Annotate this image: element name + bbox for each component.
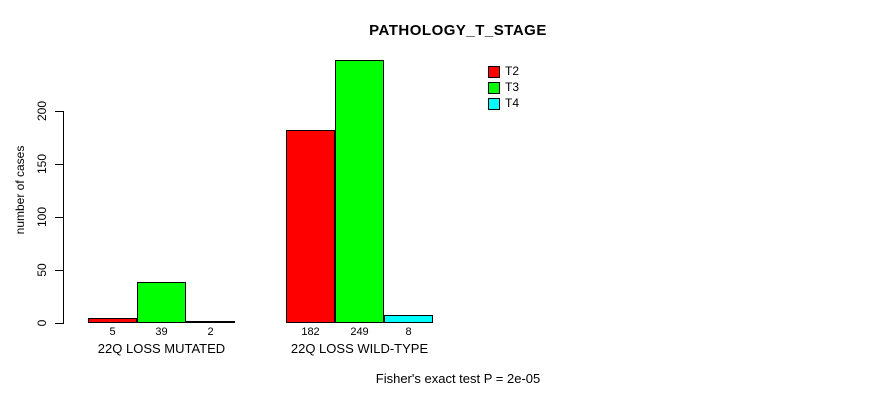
y-axis-line [63,111,64,324]
bar-value-label: 249 [350,326,369,338]
chart-title: PATHOLOGY_T_STAGE [369,22,547,39]
y-tick-mark [55,164,63,166]
bar-t4-wild-type [384,314,433,323]
bar-value-label: 39 [155,326,168,338]
bar-value-label: 5 [109,326,116,338]
legend-item-t3: T3 [488,80,519,95]
y-tick-label: 200 [35,101,49,122]
legend-label: T4 [505,96,520,110]
legend-swatch-icon [488,97,500,110]
bar-t2-mutated [88,317,137,323]
y-tick-mark [55,217,63,219]
y-tick-mark [55,270,63,272]
legend-label: T3 [505,80,520,94]
bar-value-label: 182 [301,326,320,338]
y-tick-label: 0 [35,319,49,327]
bar-t3-wild-type [335,59,384,323]
bar-t2-wild-type [286,130,335,323]
bar-value-label: 8 [405,326,412,338]
y-tick-label: 50 [35,263,49,277]
y-tick-label: 150 [35,154,49,175]
legend-item-t4: T4 [488,96,519,111]
y-axis-title: number of cases [13,145,27,235]
y-tick-mark [55,111,63,113]
legend: T2 T3 T4 [488,64,519,112]
legend-swatch-icon [488,65,500,78]
group-label: 22Q LOSS WILD-TYPE [290,341,429,356]
legend-label: T2 [505,64,520,78]
legend-item-t2: T2 [488,64,519,79]
bar-t3-mutated [137,281,186,323]
y-tick-mark [55,323,63,324]
stat-annotation: Fisher's exact test P = 2e-05 [375,371,541,386]
bar-value-label: 2 [207,326,214,338]
bar-t4-mutated [186,320,235,323]
legend-swatch-icon [488,81,500,94]
group-label: 22Q LOSS MUTATED [97,341,226,356]
y-tick-label: 100 [35,207,49,228]
